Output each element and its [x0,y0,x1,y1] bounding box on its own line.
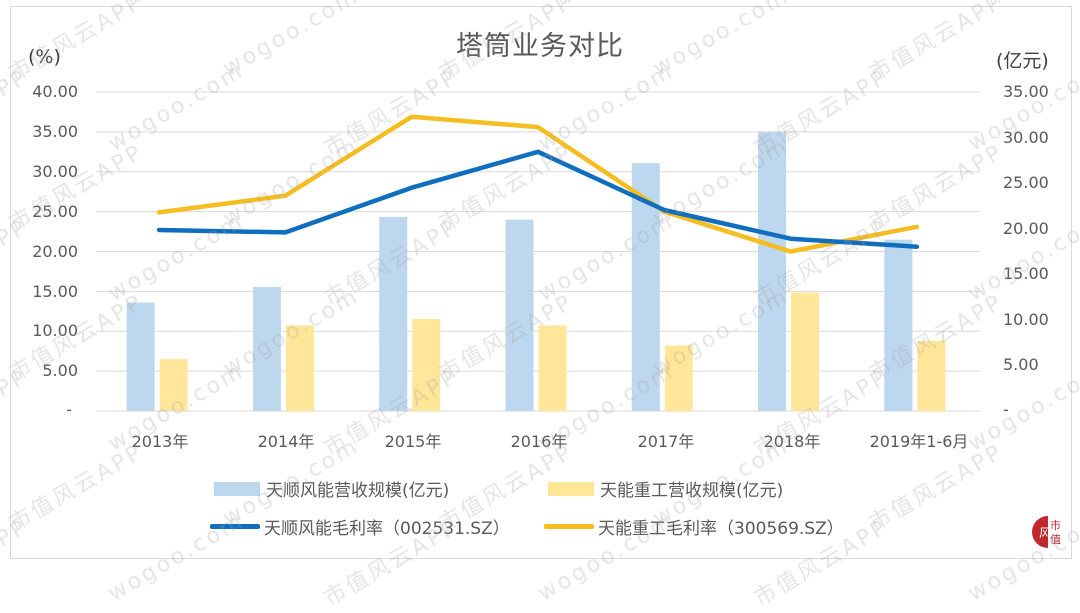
legend-label: 天顺风能毛利率（002531.SZ） [264,519,510,539]
y-right-tick: 20.00 [1003,219,1049,238]
bar [412,318,441,411]
y-left-tick: 15.00 [32,282,78,301]
y-right-tick: - [1003,400,1009,419]
legend-item-tianshun-margin: 天顺风能毛利率（002531.SZ） [210,514,510,539]
brand-logo-icon: 风 市 值 [1032,516,1061,548]
y-left-tick: - [66,400,72,419]
logo-bottom-char: 值 [1050,533,1061,546]
bar [884,239,913,411]
right-axis-unit: (亿元) [996,50,1049,72]
bar-series [126,132,946,412]
bar [791,292,820,411]
bar-swatch-icon [214,481,260,496]
line-swatch-icon [544,524,594,529]
bar [538,325,567,411]
x-tick: 2016年 [510,432,568,451]
y-left-tick: 10.00 [32,321,78,340]
y-left-tick: 20.00 [32,242,78,261]
legend-label: 天顺风能营收规模(亿元) [266,481,450,501]
y-left-tick: 40.00 [32,82,78,101]
bar [126,302,155,411]
line [156,149,920,249]
logo-top-char: 市 [1050,518,1061,532]
left-axis-unit: (%) [28,46,61,68]
bar [159,359,188,411]
legend-item-tianshun-revenue: 天顺风能营收规模(亿元) [214,476,449,501]
chart-title: 塔筒业务对比 [456,31,624,62]
bar [505,219,534,411]
y-right-tick: 10.00 [1003,310,1049,329]
bar [664,345,693,411]
legend-item-tianneng-revenue: 天能重工营收规模(亿元) [548,476,783,501]
y-right-tick: 30.00 [1003,128,1049,147]
y-right-tick: 15.00 [1003,264,1049,283]
legend-item-tianneng-margin: 天能重工毛利率（300569.SZ） [544,514,844,539]
bar [379,216,408,411]
line-swatch-icon [210,524,260,529]
x-tick: 2018年 [763,432,821,451]
x-tick: 2015年 [384,432,442,451]
x-tick: 2013年 [131,432,189,451]
logo-left-char: 风 [1039,526,1051,540]
x-tick: 2019年1-6月 [869,432,969,451]
y-right-tick: 5.00 [1003,355,1039,374]
bar [285,325,314,411]
y-left-tick: 30.00 [32,162,78,181]
gridlines [96,91,980,412]
x-tick: 2017年 [637,432,695,451]
legend-label: 天能重工毛利率（300569.SZ） [598,519,844,539]
legend-label: 天能重工营收规模(亿元) [600,481,784,501]
y-right-tick: 35.00 [1003,82,1049,101]
y-right-tick: 25.00 [1003,173,1049,192]
y-left-tick: 35.00 [32,122,78,141]
bar [917,340,946,411]
y-left-tick: 25.00 [32,202,78,221]
plot-area [96,91,980,412]
bar [252,287,281,411]
bar-swatch-icon [548,481,594,496]
bar [758,132,787,412]
y-left-tick: 5.00 [42,361,78,380]
line-series [156,114,920,254]
line [156,114,920,254]
x-tick: 2014年 [257,432,315,451]
chart-frame [10,6,1072,559]
